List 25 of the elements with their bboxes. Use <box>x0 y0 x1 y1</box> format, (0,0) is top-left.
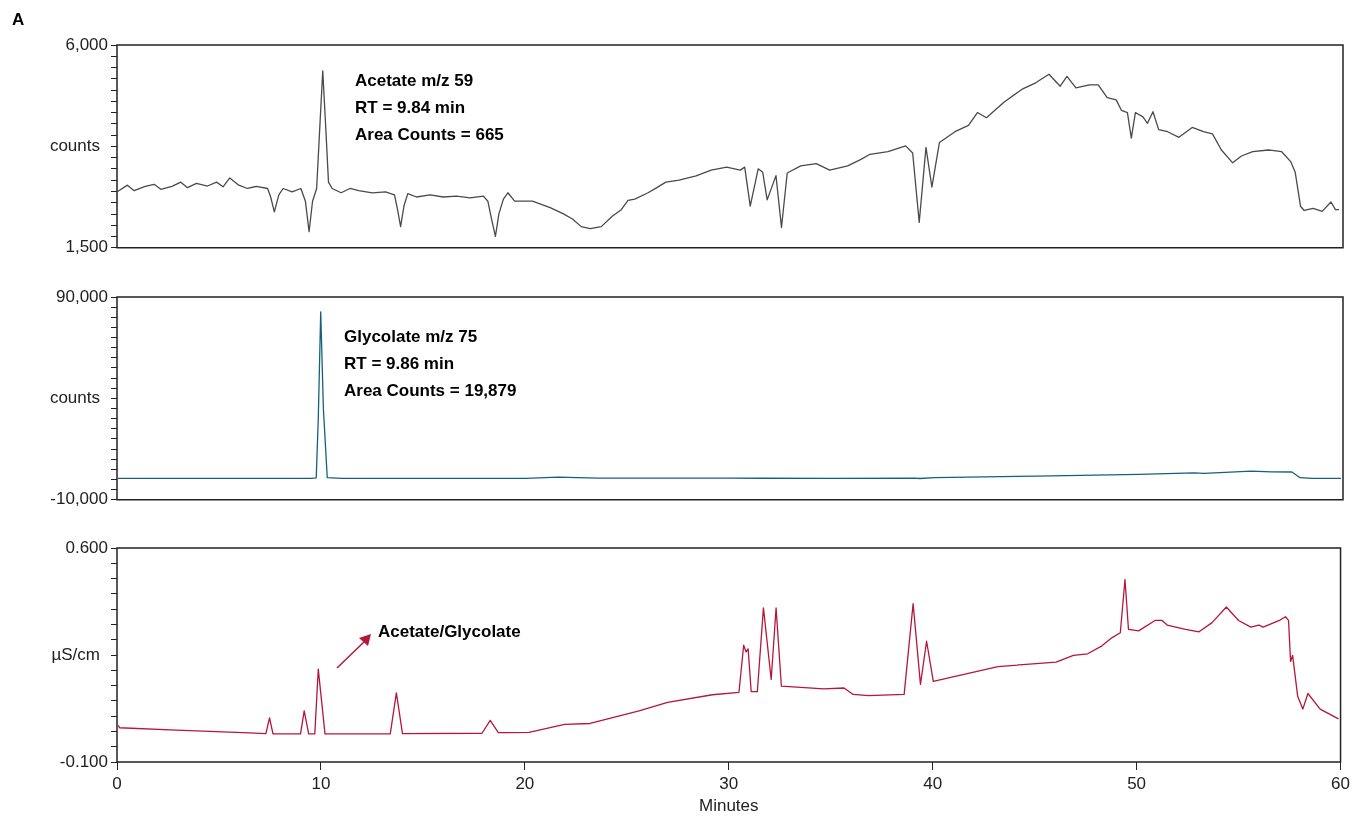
annotation: Area Counts = 665 <box>355 124 504 144</box>
x-tick-label: 20 <box>515 773 535 793</box>
annotation: RT = 9.84 min <box>355 97 466 117</box>
y-tick-label: 0.600 <box>65 537 108 557</box>
y-axis-title: counts <box>49 388 100 408</box>
x-tick-label: 40 <box>923 773 943 793</box>
x-tick-label: 50 <box>1127 773 1147 793</box>
annotation: Acetate m/z 59 <box>355 70 474 90</box>
annotation: Glycolate m/z 75 <box>344 326 478 346</box>
x-tick-label: 10 <box>311 773 331 793</box>
y-tick-label: 6,000 <box>65 34 108 54</box>
y-tick-label: -0.100 <box>59 751 108 771</box>
y-axis-title: counts <box>49 136 100 156</box>
y-axis-title: µS/cm <box>51 644 100 664</box>
x-axis-title: Minutes <box>699 796 759 816</box>
chart-title: A <box>12 10 25 30</box>
annotation: RT = 9.86 min <box>344 353 455 373</box>
x-tick-label: 0 <box>112 773 122 793</box>
x-tick-label: 30 <box>719 773 739 793</box>
y-tick-label: -10,000 <box>50 489 108 509</box>
annotation: Acetate/Glycolate <box>378 621 521 641</box>
annotation: Area Counts = 19,879 <box>344 380 517 400</box>
x-tick-label: 60 <box>1331 773 1351 793</box>
y-tick-label: 90,000 <box>56 286 108 306</box>
y-tick-label: 1,500 <box>65 237 108 257</box>
